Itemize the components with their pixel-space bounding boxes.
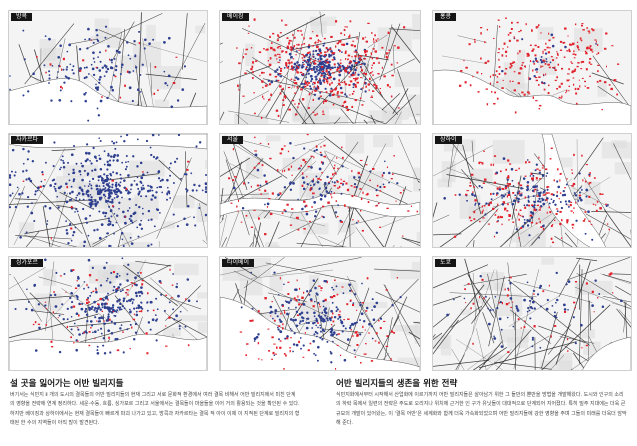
map-panel-bangkok: 방콕 [8, 10, 208, 125]
left-section-body: 버기서는 식민지 ⅱ 개의 도시의 결목들의 어반 빌리지들의 현재 그리고 서… [10, 392, 300, 427]
map-panel-jakarta: 자카르타 [8, 133, 208, 248]
city-label: 싱가포르 [11, 259, 44, 267]
city-label: 서울 [222, 136, 244, 144]
city-label: 상하이 [435, 136, 462, 144]
map-panel-beijing: 베이징 [219, 10, 421, 125]
city-map [433, 134, 631, 247]
city-map [9, 257, 207, 370]
map-panel-singapore: 싱가포르 [8, 256, 208, 371]
city-label: 자카르타 [11, 136, 44, 144]
city-label: 도쿄 [435, 259, 457, 267]
city-label: 방콕 [11, 13, 33, 21]
city-map [433, 11, 631, 124]
city-map [220, 257, 420, 370]
map-panel-shanghai: 상하이 [432, 133, 632, 248]
city-map [220, 134, 420, 247]
city-map [9, 134, 207, 247]
left-section-heading: 설 곳을 잃어가는 어반 빌리지들 [10, 379, 124, 389]
city-label: 타이베이 [222, 259, 255, 267]
right-section-heading: 어반 빌리지들의 생존을 위한 전략 [336, 379, 458, 389]
map-panel-hongkong: 홍콩 [432, 10, 632, 125]
map-panel-seoul: 서울 [219, 133, 421, 248]
map-panel-tokyo: 도쿄 [432, 256, 632, 371]
city-label: 베이징 [222, 13, 249, 21]
city-map [220, 11, 420, 124]
city-label: 홍콩 [435, 13, 457, 21]
map-panel-taipei: 타이베이 [219, 256, 421, 371]
city-map [9, 11, 207, 124]
right-section-body: 식민지화에서부터 시작해서 산업화에 이르기까지 어반 빌리지들은 살아남기 위… [336, 392, 627, 427]
city-map [433, 257, 631, 370]
